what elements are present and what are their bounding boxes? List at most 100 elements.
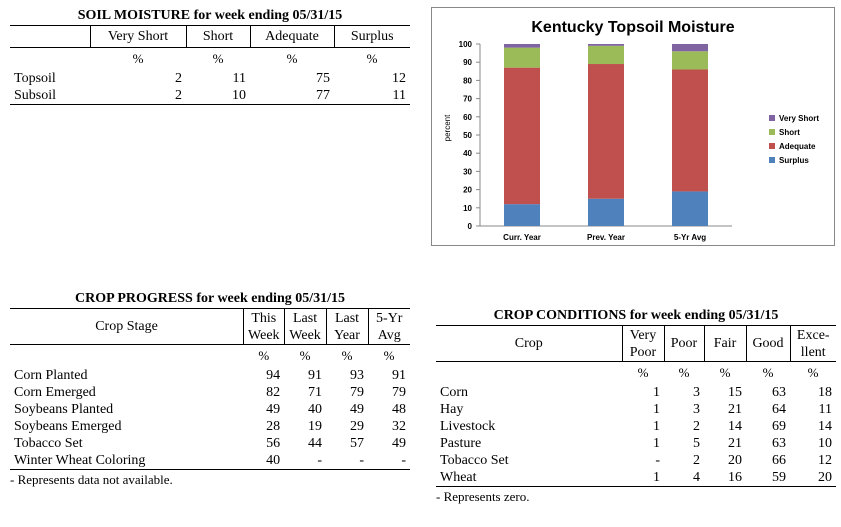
bar-segment-short [588, 45, 624, 65]
conditions-header-fair: Fair [703, 325, 746, 362]
soil-header-adequate: Adequate [249, 25, 334, 48]
value-cell: 2 [175, 70, 182, 86]
value-cell: 1 [653, 469, 660, 485]
y-tick-label: 90 [463, 58, 472, 67]
bar-segment-adequate [672, 69, 708, 192]
table-row: Tobacco Set - 2 20 66 12 [436, 452, 836, 469]
value-cell: 29 [350, 418, 364, 434]
unit-cell: % [341, 348, 353, 363]
x-tick-label: Prev. Year [587, 233, 625, 242]
value-cell: 40 [308, 401, 323, 417]
y-tick-label: 60 [463, 113, 472, 122]
value-cell: 15 [728, 384, 742, 400]
bar-segment-very-short [588, 44, 624, 46]
value-cell: 49 [350, 401, 364, 417]
legend-label: Very Short [779, 114, 819, 123]
value-cell: 19 [308, 418, 323, 434]
value-cell: 63 [772, 435, 786, 451]
soil-header-very-short: Very Short [89, 25, 186, 48]
y-axis-label: percent [443, 114, 452, 141]
row-label: Subsoil [14, 87, 57, 103]
progress-header-5yr-avg: 5-Yr Avg [367, 308, 410, 345]
row-label: Corn Planted [14, 367, 88, 383]
value-cell: 91 [392, 367, 406, 383]
table-row: Hay 1 3 21 64 11 [436, 401, 836, 418]
value-cell: 64 [772, 401, 786, 417]
unit-cell: % [299, 348, 311, 363]
bar-segment-short [504, 47, 540, 68]
x-tick-label: 5-Yr Avg [674, 233, 706, 242]
progress-header-crop-stage: Crop Stage [10, 308, 244, 345]
value-cell: 10 [818, 435, 832, 451]
bar-segment-very-short [672, 44, 708, 52]
unit-cell: % [762, 365, 774, 380]
bar-segment-adequate [504, 67, 540, 205]
progress-header-last-year: Last Year [325, 308, 368, 345]
value-cell: 82 [266, 384, 281, 400]
bar-segment-adequate [588, 64, 624, 199]
row-label: Pasture [440, 435, 482, 451]
value-cell: 1 [653, 418, 660, 434]
legend-swatch [769, 129, 775, 135]
conditions-header-excellent: Exce-llent [789, 325, 836, 362]
y-tick-label: 0 [468, 222, 473, 231]
value-cell: 3 [693, 401, 700, 417]
value-cell: 21 [728, 435, 742, 451]
table-row: Corn Planted 94 91 93 91 [10, 367, 410, 384]
value-cell: - [317, 452, 323, 468]
value-cell: 79 [350, 384, 364, 400]
value-cell: 77 [316, 87, 330, 103]
value-cell: 11 [232, 70, 246, 86]
value-cell: 20 [728, 452, 742, 468]
value-cell: 75 [316, 70, 330, 86]
chart-svg: Kentucky Topsoil Moisture percent 0 10 20 3… [443, 19, 819, 242]
y-tick-label: 30 [463, 167, 472, 176]
conditions-header-good: Good [745, 325, 790, 362]
value-cell: - [401, 452, 406, 468]
row-label: Hay [440, 401, 464, 417]
soil-header-short: Short [185, 25, 250, 48]
legend-label: Surplus [779, 156, 809, 165]
table-row: Tobacco Set 56 44 57 49 [10, 435, 410, 452]
unit-cell: % [807, 365, 819, 380]
table-row: Corn Emerged 82 71 79 79 [10, 384, 410, 401]
row-label: Corn Emerged [14, 384, 96, 400]
bar-segment-surplus [504, 204, 540, 226]
bar-segment-very-short [504, 44, 540, 48]
y-tick-label: 40 [463, 149, 472, 158]
crop-progress-title: CROP PROGRESS for week ending 05/31/15 [74, 291, 346, 306]
value-cell: 2 [693, 452, 700, 468]
unit-cell: % [719, 365, 731, 380]
legend-swatch [769, 157, 775, 163]
soil-moisture-title: SOIL MOISTURE for week ending 05/31/15 [77, 8, 343, 23]
progress-header-this-week: This Week [243, 308, 285, 345]
table-row: Soybeans Planted 49 40 49 48 [10, 401, 410, 418]
value-cell: 10 [232, 87, 246, 103]
row-label: Livestock [440, 418, 496, 434]
row-label: Wheat [440, 469, 477, 485]
bar-segment-surplus [672, 191, 708, 226]
value-cell: 44 [308, 435, 323, 451]
value-cell: 91 [308, 367, 323, 383]
crop-conditions-section: CROP CONDITIONS for week ending 05/31/15… [436, 307, 836, 505]
progress-header-last-week: Last Week [283, 308, 327, 345]
value-cell: 28 [266, 418, 281, 434]
table-row: Topsoil 2 11 75 12 [10, 70, 410, 87]
value-cell: 1 [653, 384, 660, 400]
x-tick-label: Curr. Year [503, 233, 541, 242]
value-cell: 63 [772, 384, 786, 400]
legend-label: Short [779, 128, 800, 137]
soil-header-surplus: Surplus [333, 25, 410, 48]
value-cell: 14 [728, 418, 742, 434]
row-label: Tobacco Set [14, 435, 83, 451]
value-cell: 49 [392, 435, 406, 451]
value-cell: 32 [392, 418, 406, 434]
row-label: Winter Wheat Coloring [14, 452, 146, 468]
unit-cell: % [637, 365, 649, 380]
soil-moisture-table: Very Short Short Adequate Surplus % % % … [10, 25, 410, 105]
value-cell: - [359, 452, 364, 468]
value-cell: 20 [818, 469, 832, 485]
row-label: Tobacco Set [440, 452, 509, 468]
y-tick-label: 10 [463, 204, 472, 213]
value-cell: 18 [818, 384, 832, 400]
